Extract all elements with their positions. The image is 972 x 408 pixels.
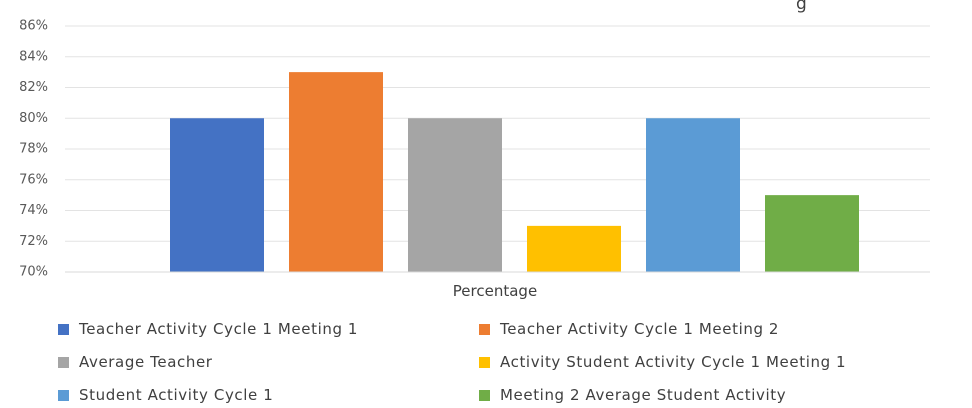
- y-axis-ticks: 70% 72% 74% 76% 78% 80% 82% 84% 86%: [19, 19, 48, 280]
- bars: [170, 72, 859, 272]
- legend-swatch: [479, 323, 490, 335]
- y-tick-label: 78%: [19, 142, 48, 157]
- legend-label: Average Teacher: [79, 353, 213, 371]
- legend-swatch: [58, 389, 69, 401]
- legend-swatch: [479, 389, 490, 401]
- legend-item: Student Activity Cycle 1: [58, 382, 273, 408]
- bar: [765, 195, 859, 272]
- y-tick-label: 80%: [19, 111, 48, 126]
- legend-label: Teacher Activity Cycle 1 Meeting 1: [79, 320, 359, 338]
- legend-item: Teacher Activity Cycle 1 Meeting 2: [479, 316, 779, 342]
- bar-chart: g 70% 72% 74% 76% 78% 80% 82% 84% 86% Percentage: [19, 0, 930, 300]
- y-tick-label: 76%: [19, 172, 48, 187]
- bar: [646, 118, 740, 272]
- bar: [170, 118, 264, 272]
- legend-swatch: [58, 323, 69, 335]
- y-tick-label: 70%: [19, 265, 48, 280]
- bar: [289, 72, 383, 272]
- legend-label: Activity Student Activity Cycle 1 Meetin…: [500, 353, 847, 371]
- bar: [527, 225, 621, 272]
- chart-title: g: [796, 0, 807, 14]
- bar: [408, 118, 502, 272]
- legend-swatch: [479, 356, 490, 368]
- y-tick-label: 72%: [19, 234, 48, 249]
- legend-item: Activity Student Activity Cycle 1 Meetin…: [479, 349, 846, 375]
- x-axis-title: Percentage: [453, 282, 537, 300]
- y-tick-label: 74%: [19, 203, 48, 218]
- legend-label: Student Activity Cycle 1: [79, 386, 274, 404]
- legend-swatch: [58, 356, 69, 368]
- y-tick-label: 84%: [19, 49, 48, 64]
- y-tick-label: 86%: [19, 19, 48, 34]
- legend-item: Meeting 2 Average Student Activity: [479, 382, 786, 408]
- y-tick-label: 82%: [19, 80, 48, 95]
- legend-item: Teacher Activity Cycle 1 Meeting 1: [58, 316, 358, 342]
- legend-label: Meeting 2 Average Student Activity: [500, 386, 787, 404]
- legend-item: Average Teacher: [58, 349, 213, 375]
- legend-label: Teacher Activity Cycle 1 Meeting 2: [500, 320, 780, 338]
